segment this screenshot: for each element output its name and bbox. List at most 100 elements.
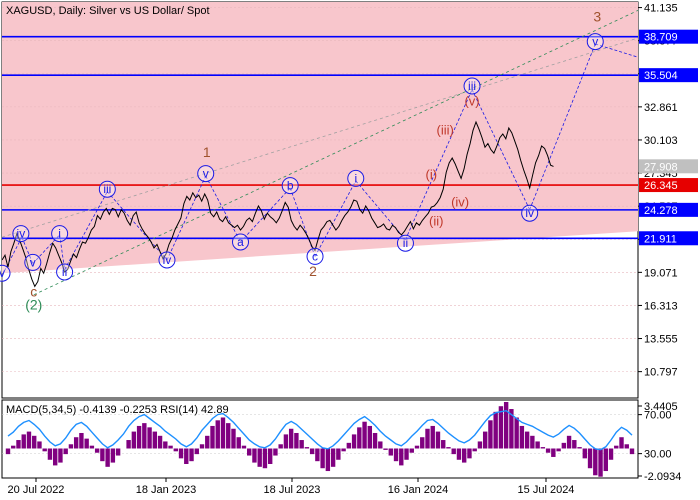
wave-label-circle — [197, 165, 215, 183]
wave-label-text: v — [0, 266, 5, 280]
macd-bar — [94, 448, 100, 453]
macd-bar — [5, 448, 11, 455]
macd-bar — [341, 448, 346, 452]
zigzag-segment — [166, 175, 207, 261]
wave-label-text: c — [312, 249, 318, 263]
macd-bar — [26, 431, 32, 449]
ind-y-tick-label: 70.00 — [644, 410, 672, 422]
macd-bar — [587, 448, 593, 469]
macd-bar — [619, 437, 624, 449]
macd-bar — [629, 448, 635, 455]
wave-label-circle — [98, 180, 116, 198]
wave-label-(iv): (iv) — [451, 194, 469, 209]
macd-bar — [367, 425, 373, 449]
price-tag-26.345: 26.345 — [644, 180, 678, 192]
zigzag-segment — [471, 89, 531, 210]
wave-label-circle — [51, 225, 69, 243]
main-background-zones — [2, 2, 638, 274]
wave-label-text: iii — [468, 79, 476, 93]
macd-bar — [346, 442, 352, 449]
macd-bar — [278, 444, 283, 449]
y-tick-label: 32.861 — [644, 102, 678, 114]
price-line — [1, 120, 554, 288]
zigzag-segment — [355, 180, 406, 240]
wave-label-text: ii — [403, 236, 408, 250]
macd-bar — [482, 431, 488, 449]
chart-title: XAGUSD, Daily: Silver vs US Dollar/ Spot — [6, 5, 210, 17]
wave-label-a: a — [232, 233, 249, 251]
wave-label-text: i — [58, 227, 61, 241]
wave-label-v: v — [24, 253, 42, 271]
macd-bar — [205, 435, 210, 449]
x-tick-label: 18 Jan 2023 — [136, 484, 197, 496]
wave-label-(i): (i) — [426, 167, 438, 182]
wave-label-text: ii — [62, 265, 67, 279]
x-tick-label: 16 Jan 2024 — [388, 484, 449, 496]
macd-bar — [273, 448, 278, 456]
wave-label-(v): (v) — [464, 94, 479, 109]
macd-bar — [462, 448, 467, 463]
macd-bar — [388, 448, 393, 456]
zigzag-segment — [107, 191, 168, 261]
macd-bar — [299, 440, 304, 449]
macd-bar — [572, 440, 577, 449]
macd-bar — [304, 447, 310, 449]
macd-bar — [283, 434, 289, 449]
y-tick-label: 10.797 — [644, 367, 678, 379]
macd-bar — [330, 448, 336, 467]
macd-bar — [262, 448, 268, 469]
macd-bar — [163, 441, 168, 449]
wave-label-text: i — [354, 171, 357, 185]
macd-bar — [530, 435, 535, 449]
x-tick-label: 20 Jul 2022 — [8, 484, 65, 496]
rsi-line — [7, 409, 633, 451]
macd-bar — [430, 425, 435, 449]
wave-label-circle — [463, 77, 481, 95]
macd-bar — [115, 448, 121, 456]
macd-bar — [467, 448, 472, 459]
macd-bar — [168, 445, 173, 449]
wave-label-(ii): (ii) — [429, 214, 443, 229]
macd-bar — [393, 448, 399, 462]
macd-bar — [608, 448, 614, 460]
macd-bar — [89, 445, 95, 449]
wave-label-text: v — [592, 35, 598, 49]
ind-y-tick-label: 30.00 — [644, 449, 672, 461]
macd-bar — [142, 423, 147, 449]
wave-label-b: b — [281, 177, 299, 195]
wave-label-iii: iii — [98, 180, 116, 198]
macd-bar — [47, 448, 53, 460]
macd-bar — [535, 441, 540, 449]
macd-bar — [68, 444, 74, 449]
macd-bar — [32, 435, 37, 449]
wave-label-i: i — [347, 169, 365, 187]
macd-bar — [414, 445, 420, 449]
wave-label-text: iv — [163, 253, 172, 267]
macd-bar — [178, 448, 184, 459]
price-tag-bg — [639, 202, 698, 217]
macd-bar — [540, 447, 546, 449]
macd-bar — [582, 448, 588, 459]
macd-bar — [184, 448, 189, 464]
macd-bar — [231, 428, 236, 449]
macd-bar — [336, 448, 341, 460]
wave-label-circle — [158, 251, 176, 269]
y-tick-label: 30.103 — [644, 135, 678, 147]
macd-bar — [110, 448, 116, 463]
macd-bar — [593, 448, 598, 476]
wave-label-circle — [24, 253, 42, 271]
macd-bar — [545, 448, 551, 453]
wave-label-circle — [396, 234, 414, 252]
macd-bar — [451, 448, 456, 455]
wave-label-v: v — [586, 33, 604, 51]
macd-bar — [383, 448, 388, 450]
macd-bar — [315, 448, 320, 462]
wave-label-3: 3 — [593, 9, 601, 25]
wave-label-circle — [56, 263, 74, 281]
macd-bar — [58, 448, 63, 463]
macd-bar — [409, 448, 414, 453]
wave-label-2: 2 — [309, 263, 317, 279]
macd-bar — [404, 448, 409, 460]
wave-label-iv: iv — [521, 204, 539, 222]
